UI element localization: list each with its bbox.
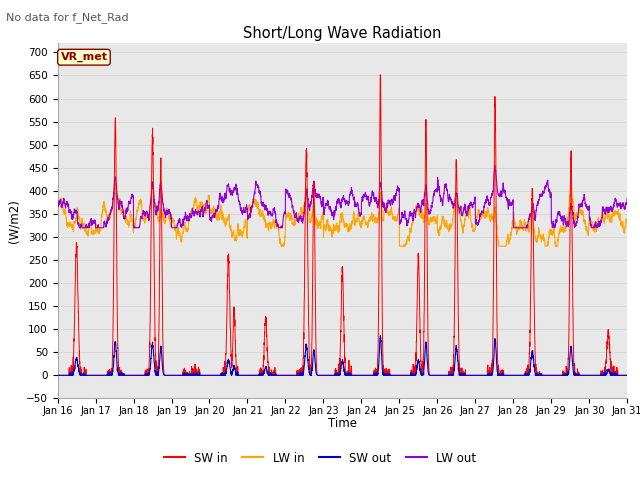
Y-axis label: (W/m2): (W/m2) bbox=[8, 199, 20, 243]
Title: Short/Long Wave Radiation: Short/Long Wave Radiation bbox=[243, 25, 442, 41]
Text: VR_met: VR_met bbox=[60, 52, 108, 62]
Text: No data for f_Net_Rad: No data for f_Net_Rad bbox=[6, 12, 129, 23]
Legend: SW in, LW in, SW out, LW out: SW in, LW in, SW out, LW out bbox=[159, 447, 481, 469]
X-axis label: Time: Time bbox=[328, 418, 357, 431]
